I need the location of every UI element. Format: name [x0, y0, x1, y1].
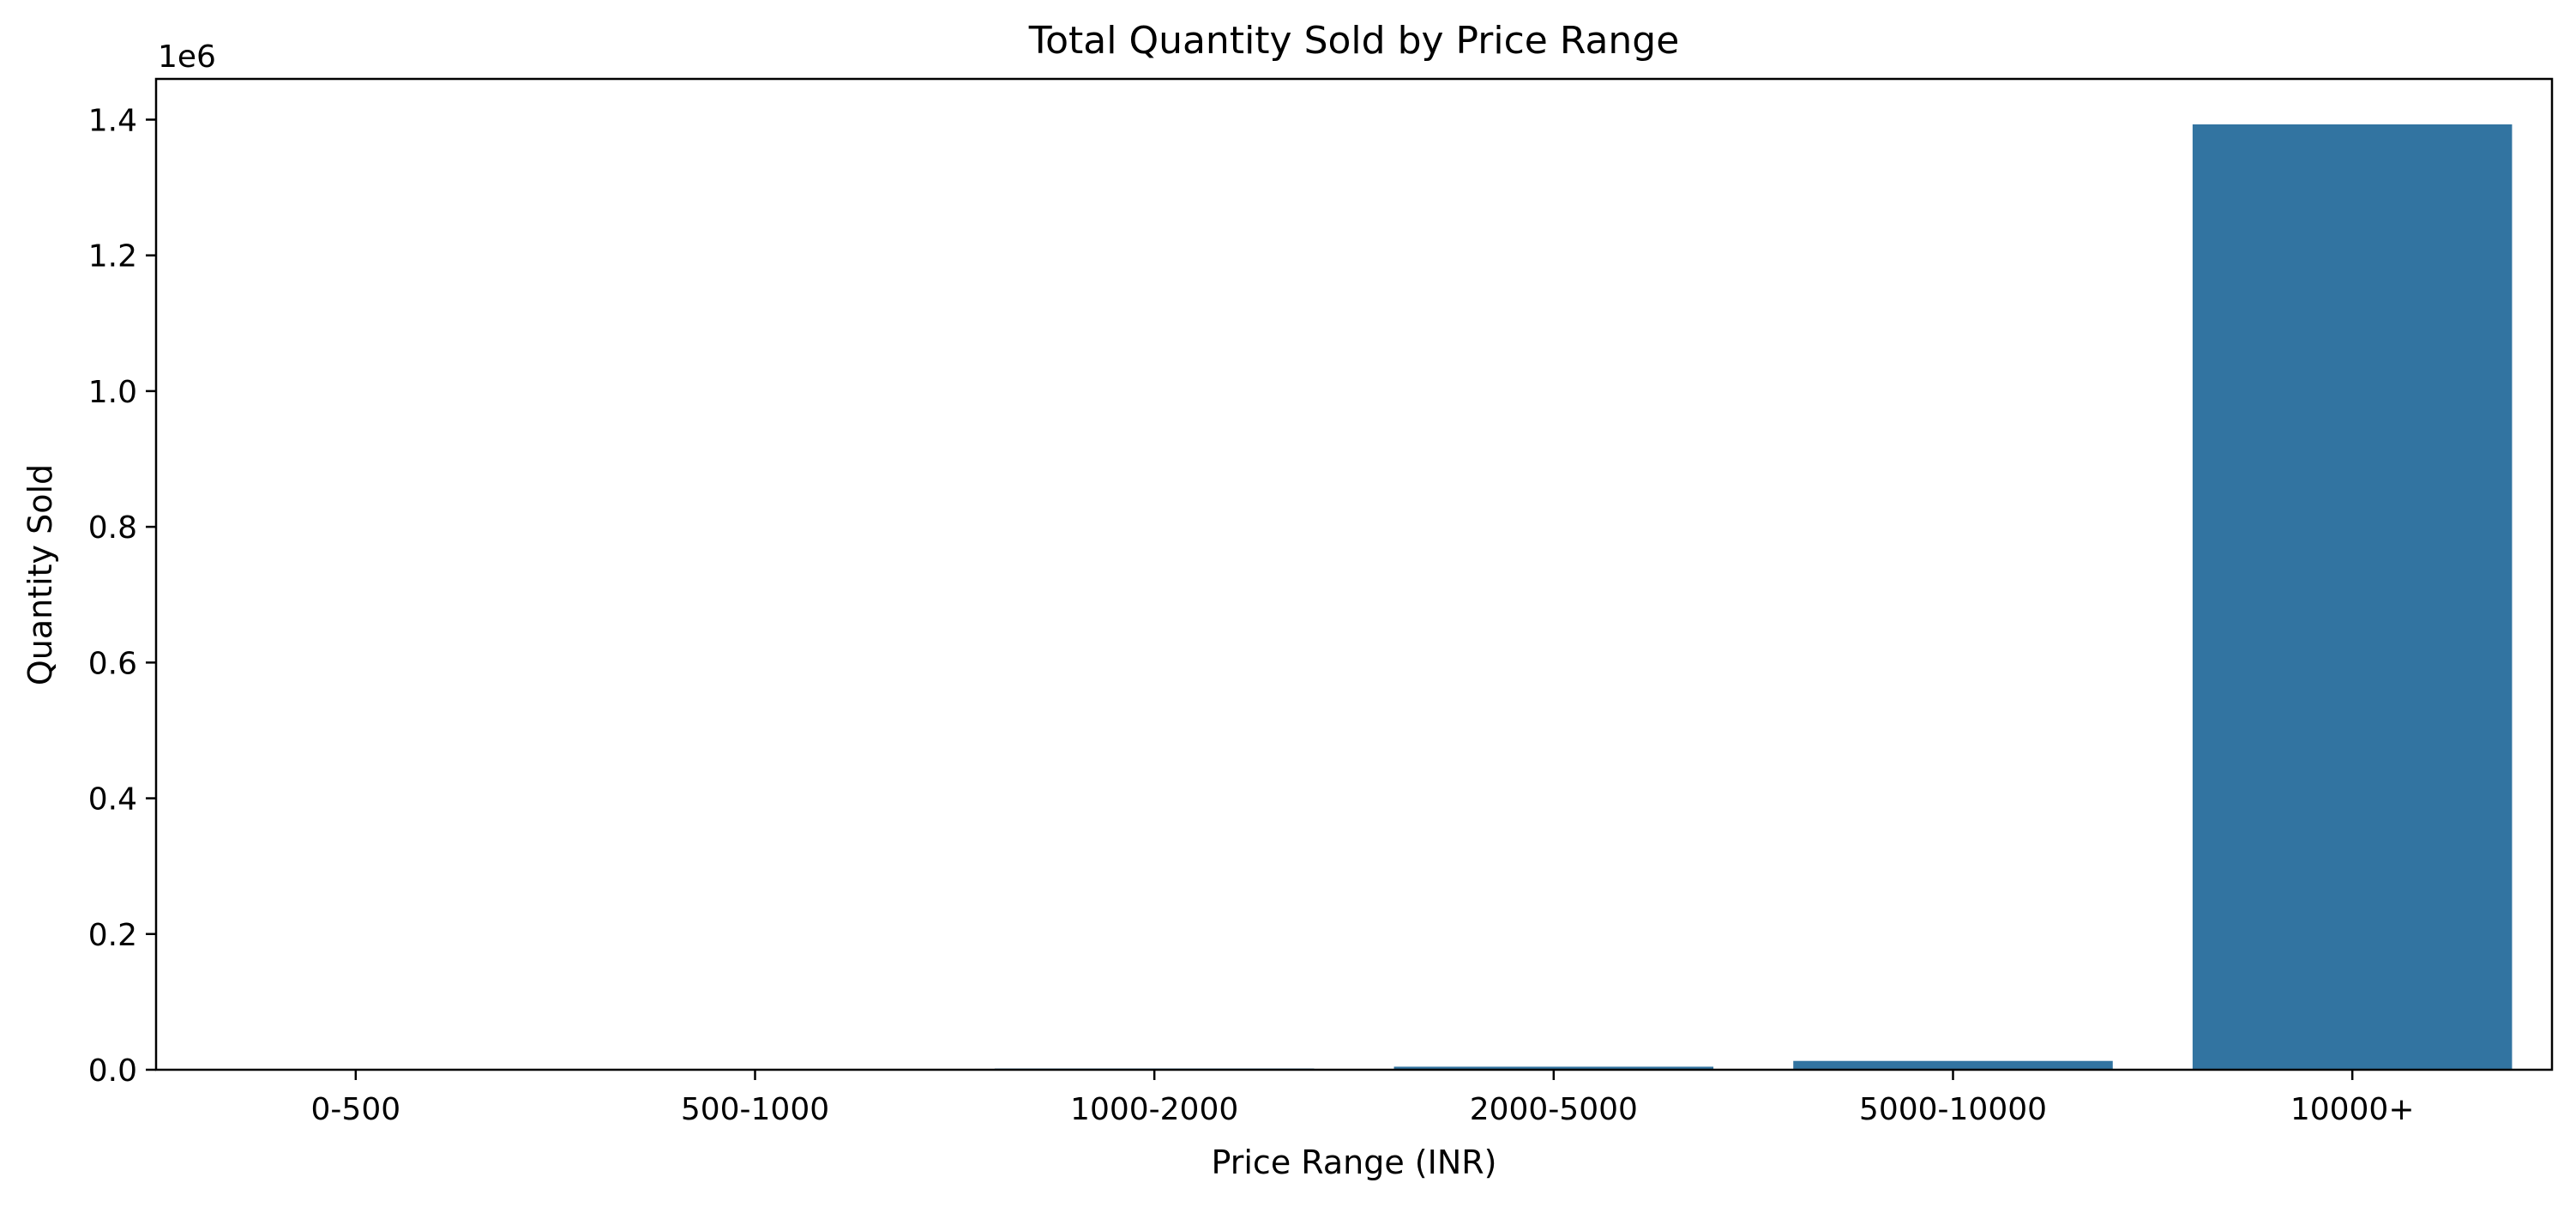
y-tick-label: 0.4	[88, 782, 137, 818]
bar-2000-5000	[1393, 1066, 1714, 1070]
x-axis-ticks: 0-500 500-1000 1000-2000 2000-5000 5000-1000…	[311, 1070, 2415, 1127]
y-tick-label: 1.2	[88, 239, 137, 275]
y-tick-label: 0.2	[88, 918, 137, 953]
bar-10000+	[2192, 124, 2513, 1070]
plot-frame	[154, 77, 2554, 1071]
x-tick-label: 2000-5000	[1470, 1092, 1638, 1127]
x-tick-label: 500-1000	[681, 1092, 829, 1127]
bars	[196, 124, 2513, 1070]
y-axis-ticks: 0.0 0.2 0.4 0.6 0.8 1.0 1.2 1.4	[88, 103, 156, 1089]
y-axis-label: Quantity Sold	[21, 464, 59, 685]
x-tick-label: 1000-2000	[1070, 1092, 1238, 1127]
y-scale-label: 1e6	[158, 39, 216, 75]
chart-title: Total Quantity Sold by Price Range	[1028, 19, 1680, 63]
x-axis-label: Price Range (INR)	[1212, 1144, 1497, 1181]
x-tick-label: 0-500	[311, 1092, 401, 1127]
y-tick-label: 1.0	[88, 375, 137, 410]
y-tick-label: 0.8	[88, 510, 137, 546]
x-tick-label: 5000-10000	[1859, 1092, 2047, 1127]
x-tick-label: 10000+	[2290, 1092, 2415, 1127]
y-tick-label: 1.4	[88, 103, 137, 138]
y-tick-label: 0.0	[88, 1053, 137, 1089]
y-tick-label: 0.6	[88, 646, 137, 681]
bar-5000-10000	[1793, 1060, 2113, 1070]
